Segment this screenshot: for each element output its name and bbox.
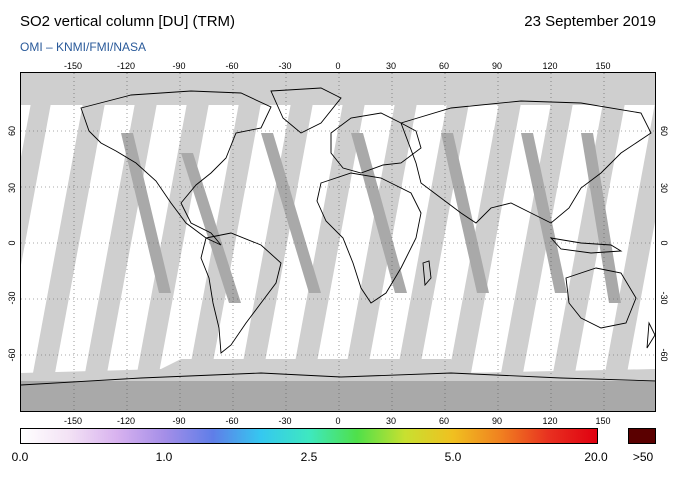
lon-tick-bottom: -30 (278, 416, 292, 426)
lon-tick-bottom: 60 (438, 416, 449, 426)
lon-tick-top: 60 (438, 61, 449, 71)
lat-tick-right: 30 (659, 182, 669, 193)
lon-tick-top: -30 (278, 61, 292, 71)
lat-tick-left: 0 (7, 240, 17, 246)
lon-tick-top: -120 (116, 61, 135, 71)
lat-tick-right: 0 (659, 240, 669, 246)
lat-tick-right: 60 (659, 125, 669, 136)
lon-tick-bottom: 120 (542, 416, 558, 426)
lon-tick-bottom: -150 (63, 416, 82, 426)
lon-tick-bottom: 150 (595, 416, 611, 426)
colorbar-label: 2.5 (300, 450, 318, 464)
antarctic-no-data (21, 381, 655, 411)
lon-tick-bottom: 30 (385, 416, 396, 426)
lon-tick-bottom: -120 (116, 416, 135, 426)
coastlines (21, 87, 655, 386)
colorbar-label: 0.0 (11, 450, 29, 464)
colorbar-label: 5.0 (444, 450, 462, 464)
lat-tick-right: -60 (659, 348, 669, 362)
lon-tick-top: 120 (542, 61, 558, 71)
graticule (21, 73, 655, 411)
lat-tick-left: -30 (7, 291, 17, 305)
lon-tick-bottom: -90 (172, 416, 186, 426)
lon-tick-top: -90 (172, 61, 186, 71)
lat-tick-left: 30 (7, 183, 17, 194)
lat-tick-right: -30 (659, 291, 669, 305)
lon-tick-top: 90 (491, 61, 502, 71)
colorbar-over-label: >50 (632, 450, 654, 464)
lon-tick-top: -60 (225, 61, 239, 71)
orbit-overlaps (121, 133, 621, 303)
lon-tick-top: -150 (63, 61, 82, 71)
lon-tick-bottom: 0 (335, 416, 341, 426)
map-title: SO2 vertical column [DU] (TRM) (20, 13, 236, 30)
lon-tick-bottom: 90 (491, 416, 502, 426)
lon-tick-top: 0 (335, 61, 341, 71)
lat-tick-left: -60 (7, 348, 17, 362)
lon-tick-bottom: -60 (225, 416, 239, 426)
map-panel (20, 72, 656, 412)
arctic-no-data (21, 73, 655, 105)
colorbar-overflow-swatch (628, 428, 656, 444)
colorbar-label: 1.0 (155, 450, 173, 464)
world-map (21, 73, 655, 411)
lat-tick-left: 60 (7, 126, 17, 137)
colorbar-label: 20.0 (584, 450, 608, 464)
map-date: 23 September 2019 (524, 13, 656, 30)
orbit-gaps (21, 103, 655, 373)
lon-tick-top: 30 (385, 61, 396, 71)
data-source: OMI – KNMI/FMI/NASA (20, 40, 147, 54)
colorbar (20, 428, 598, 444)
lon-tick-top: 150 (595, 61, 611, 71)
